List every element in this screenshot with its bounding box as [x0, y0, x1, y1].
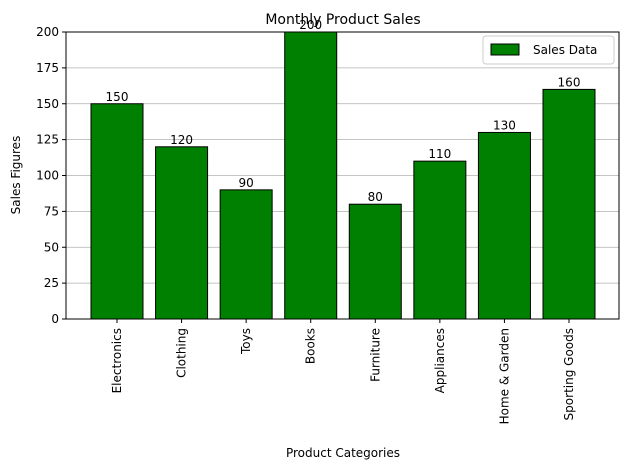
y-tick-label: 150: [36, 97, 59, 111]
legend: Sales Data: [482, 35, 615, 65]
bar-value-label: 110: [428, 147, 451, 161]
gridlines: [66, 31, 619, 320]
x-tick-label: Appliances: [433, 328, 447, 393]
x-tick-label: Toys: [239, 328, 253, 355]
bar-value-label: 150: [106, 90, 129, 104]
y-tick-label: 50: [44, 240, 59, 254]
legend-box: [482, 35, 615, 65]
x-axis-ticks: Electronics Clothing Toys Books Furniture App…: [110, 319, 576, 424]
bar-value-label: 120: [170, 133, 193, 147]
bar: [477, 131, 531, 320]
y-tick-label: 100: [36, 169, 59, 183]
x-tick-label: Sporting Goods: [562, 328, 576, 420]
y-axis-ticks: 0 25 50 75 100 125 150 175 200: [36, 25, 66, 326]
bar: [284, 31, 338, 320]
bar-value-label: 130: [493, 118, 516, 132]
legend-swatch: [490, 43, 520, 56]
x-tick-label: Electronics: [110, 328, 124, 393]
bar: [413, 160, 467, 320]
bar-value-label: 90: [239, 176, 254, 190]
bar-value-label: 200: [299, 18, 322, 32]
x-tick-label: Clothing: [175, 328, 189, 378]
bar: [219, 189, 273, 320]
y-tick-label: 125: [36, 133, 59, 147]
bar: [348, 203, 402, 320]
bar-value-label: 160: [558, 75, 581, 89]
y-axis-label: Sales Figures: [9, 136, 23, 215]
chart-title: Monthly Product Sales: [265, 12, 420, 28]
bar: [542, 88, 596, 320]
x-axis-label: Product Categories: [286, 446, 400, 460]
y-tick-label: 175: [36, 61, 59, 75]
x-tick-label: Home & Garden: [497, 328, 511, 424]
y-tick-label: 200: [36, 25, 59, 39]
y-tick-label: 25: [44, 276, 59, 290]
x-tick-label: Books: [304, 328, 318, 364]
x-tick-label: Furniture: [368, 328, 382, 382]
y-tick-label: 75: [44, 204, 59, 218]
y-tick-label: 0: [51, 312, 59, 326]
bar: [155, 146, 209, 320]
bar: [90, 103, 144, 320]
legend-label: Sales Data: [533, 43, 597, 57]
bar-value-label: 80: [368, 190, 383, 204]
bars: 150 120 90 200 80 110 130 160: [90, 18, 596, 320]
